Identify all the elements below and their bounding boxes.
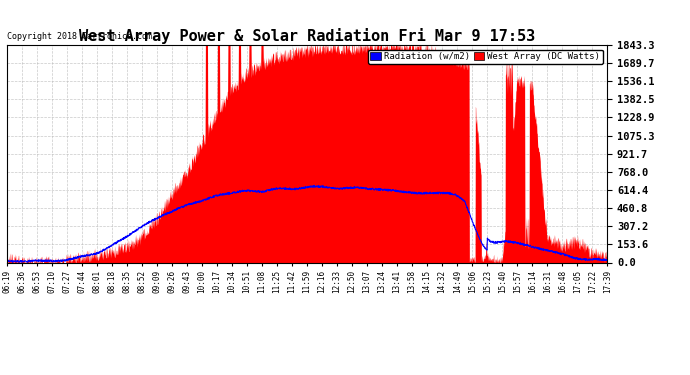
Legend: Radiation (w/m2), West Array (DC Watts): Radiation (w/m2), West Array (DC Watts) bbox=[368, 50, 602, 64]
Text: Copyright 2018 Cartronics.com: Copyright 2018 Cartronics.com bbox=[7, 32, 152, 40]
Title: West Array Power & Solar Radiation Fri Mar 9 17:53: West Array Power & Solar Radiation Fri M… bbox=[79, 28, 535, 44]
